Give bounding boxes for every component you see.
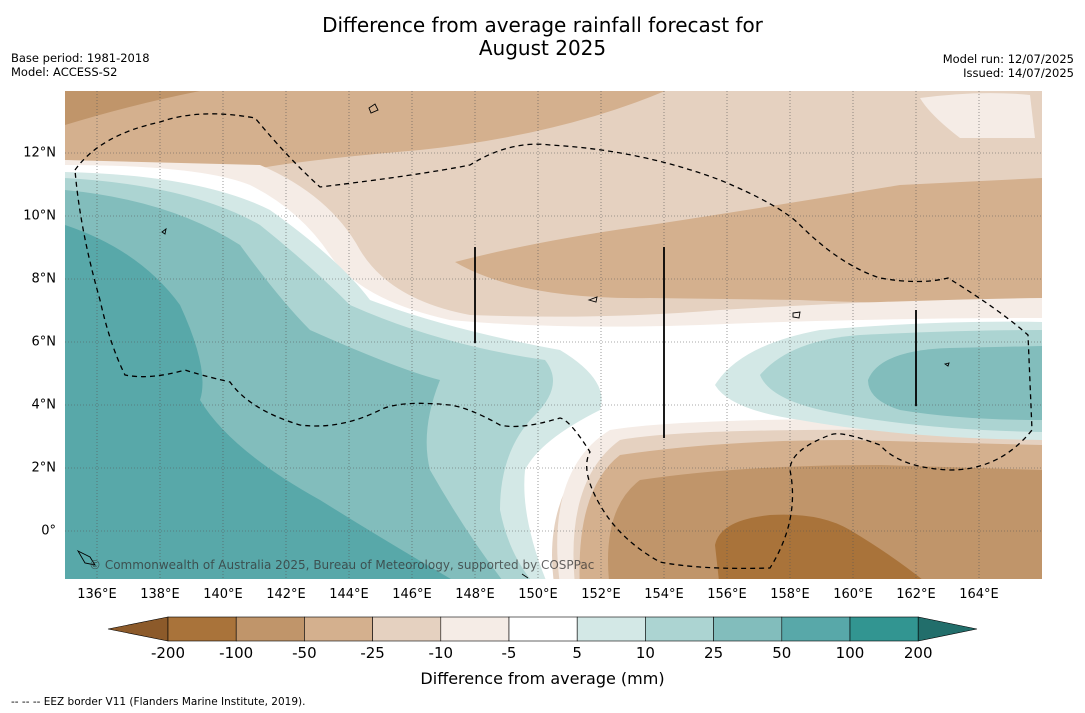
eez-legend-note: -- -- -- EEZ border V11 (Flanders Marine…: [11, 696, 306, 708]
colorbar-tick-label: 100: [835, 644, 865, 662]
title-line-1: Difference from average rainfall forecas…: [322, 13, 763, 37]
lat-label: 10°N: [23, 208, 56, 224]
map-title: Difference from average rainfall forecas…: [0, 14, 1085, 60]
colorbar-tick-label: -100: [219, 644, 254, 662]
lat-label: 4°N: [31, 397, 57, 413]
lon-label: 152°E: [581, 587, 621, 602]
base-period: Base period: 1981-2018: [11, 51, 150, 65]
colorbar-swatch: [372, 616, 442, 642]
lon-label: 136°E: [77, 587, 117, 602]
zone-lines: [474, 247, 917, 438]
colorbar-tick-label: 25: [704, 644, 724, 662]
colorbar-swatch: [713, 616, 783, 642]
band-tan-south-pale: [557, 418, 1042, 579]
base-info: Base period: 1981-2018 Model: ACCESS-S2: [11, 51, 150, 79]
colorbar-extend-low: [107, 616, 169, 642]
lon-label: 156°E: [707, 587, 747, 602]
lat-label: 8°N: [31, 271, 57, 287]
band-teal-east-3: [868, 346, 1042, 420]
colorbar-tick-label: 10: [635, 644, 655, 662]
colorbar-extend-high: [917, 616, 978, 642]
colorbar-tick-label: 5: [572, 644, 582, 662]
colorbar-swatch: [304, 616, 373, 642]
colorbar-tick-label: -5: [501, 644, 517, 662]
band-brown-south-dark: [715, 514, 922, 579]
colorbar-swatch: [440, 616, 510, 642]
colorbar-swatch: [508, 616, 578, 642]
colorbar-tick-label: -10: [428, 644, 454, 662]
colorbar-swatch: [235, 616, 305, 642]
copyright-notice: © Commonwealth of Australia 2025, Bureau…: [89, 558, 595, 572]
lon-label: 146°E: [392, 587, 432, 602]
title-line-2: August 2025: [478, 36, 607, 60]
model-name: Model: ACCESS-S2: [11, 65, 118, 79]
lon-label: 160°E: [833, 587, 873, 602]
colorbar-tick-label: -25: [360, 644, 385, 662]
colorbar-swatch: [167, 616, 237, 642]
issued-date: Issued: 14/07/2025: [963, 66, 1074, 80]
model-run: Model run: 12/07/2025: [942, 52, 1074, 66]
colorbar-swatch: [781, 616, 851, 642]
eez-border: [74, 113, 1033, 570]
lon-label: 138°E: [140, 587, 180, 602]
lat-label: 6°N: [31, 334, 57, 350]
lon-label: 140°E: [203, 587, 243, 602]
band-teal-4: [65, 225, 451, 579]
colorbar-tick-label: -50: [292, 644, 317, 662]
islands: [76, 103, 950, 579]
band-pale-topright: [920, 93, 1035, 138]
colorbar-swatch: [576, 616, 646, 642]
lon-label: 164°E: [959, 587, 999, 602]
lon-label: 142°E: [266, 587, 306, 602]
band-brown-right: [455, 178, 1042, 303]
colorbar-tick-label: -200: [150, 644, 186, 662]
band-brown-top: [65, 91, 665, 170]
rainfall-anomaly-map: [65, 91, 1042, 579]
lon-label: 144°E: [329, 587, 369, 602]
band-brown-top-dark: [65, 91, 200, 125]
lat-label: 2°N: [31, 460, 57, 476]
lon-label: 148°E: [455, 587, 495, 602]
colorbar-tick-label: 200: [903, 644, 933, 662]
lat-label: 0°: [41, 523, 56, 539]
colorbar-tick-label: 50: [772, 644, 792, 662]
colorbar-title: Difference from average (mm): [420, 669, 665, 688]
colorbar-swatch: [645, 616, 714, 642]
colorbar-swatch: [849, 616, 919, 642]
lon-label: 158°E: [770, 587, 810, 602]
lon-label: 162°E: [896, 587, 936, 602]
lat-label: 12°N: [23, 145, 56, 161]
run-info: Model run: 12/07/2025 Issued: 14/07/2025: [943, 52, 1074, 80]
lon-label: 150°E: [518, 587, 558, 602]
lon-label: 154°E: [644, 587, 684, 602]
